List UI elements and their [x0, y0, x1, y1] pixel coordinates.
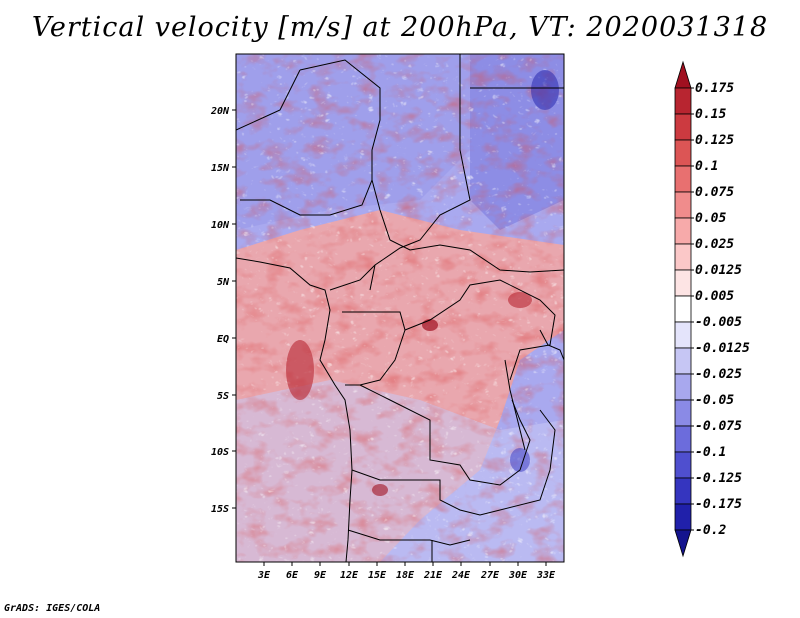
- colorbar-swatch: [674, 529, 692, 558]
- lon-label-6e: 6E: [286, 570, 299, 581]
- colorbar-swatch: [674, 321, 692, 349]
- colorbar-swatch: [674, 373, 692, 401]
- lon-label-12e: 12E: [340, 570, 359, 581]
- lat-label-20n: 20N: [210, 106, 230, 117]
- colorbar-swatch: [674, 139, 692, 167]
- colorbar: 0.175 0.15 0.125 0.1 0.075 0.05 0.025 0.0125 0.0…: [674, 60, 750, 558]
- chart-title: Vertical velocity [m/s] at 200hPa, VT: 2…: [31, 12, 769, 43]
- colorbar-label: 0.025: [695, 237, 734, 252]
- colorbar-label: -0.2: [695, 523, 726, 538]
- colorbar-label: 0.005: [695, 289, 734, 304]
- colorbar-swatch: [674, 347, 692, 375]
- colorbar-label: 0.075: [695, 185, 734, 200]
- lat-label-5n: 5N: [217, 277, 230, 288]
- colorbar-swatch: [674, 87, 692, 115]
- lon-label-30e: 30E: [508, 570, 528, 581]
- grads-credit: GrADS: IGES/COLA: [4, 603, 101, 614]
- lat-axis: 20N 15N 10N 5N EQ 5S 10S 15S: [210, 106, 236, 515]
- colorbar-swatch: [674, 60, 692, 89]
- colorbar-swatch: [674, 191, 692, 219]
- lon-axis: 3E 6E 9E 12E 15E 18E 21E 24E 27E 30E 33E: [257, 562, 556, 581]
- colorbar-swatch: [674, 269, 692, 297]
- colorbar-label: -0.025: [695, 367, 742, 382]
- colorbar-label: 0.125: [695, 133, 734, 148]
- colorbar-swatch: [674, 425, 692, 453]
- colorbar-label: -0.1: [695, 445, 726, 460]
- colorbar-label: -0.175: [695, 497, 742, 512]
- colorbar-swatch: [674, 503, 692, 531]
- vertical-velocity-field: [236, 54, 564, 562]
- colorbar-swatch: [674, 451, 692, 479]
- colorbar-swatch: [674, 113, 692, 141]
- lon-label-18e: 18E: [396, 570, 415, 581]
- colorbar-label: -0.0125: [695, 341, 750, 356]
- colorbar-swatch: [674, 399, 692, 427]
- lon-label-33e: 33E: [536, 570, 556, 581]
- colorbar-swatch: [674, 295, 692, 323]
- lon-label-9e: 9E: [314, 570, 327, 581]
- colorbar-label: 0.05: [695, 211, 726, 226]
- colorbar-label: 0.1: [695, 159, 718, 174]
- colorbar-swatch: [674, 165, 692, 193]
- colorbar-label: -0.075: [695, 419, 742, 434]
- lon-label-21e: 21E: [423, 570, 443, 581]
- colorbar-label: 0.0125: [695, 263, 742, 278]
- country-borders: [236, 54, 564, 562]
- colorbar-swatch: [674, 243, 692, 271]
- lat-label-15s: 15S: [211, 504, 229, 515]
- colorbar-label: -0.005: [695, 315, 742, 330]
- lat-label-10s: 10S: [211, 447, 229, 458]
- lat-label-10n: 10N: [211, 220, 230, 231]
- lon-label-24e: 24E: [451, 570, 471, 581]
- lon-label-15e: 15E: [368, 570, 387, 581]
- lat-label-15n: 15N: [211, 163, 230, 174]
- colorbar-swatch: [674, 477, 692, 505]
- map-frame: [235, 53, 565, 563]
- colorbar-label: 0.15: [695, 107, 726, 122]
- lon-label-27e: 27E: [480, 570, 500, 581]
- colorbar-label: 0.175: [695, 81, 734, 96]
- lat-label-5s: 5S: [217, 391, 229, 402]
- colorbar-label: -0.125: [695, 471, 742, 486]
- lat-label-eq: EQ: [217, 334, 229, 345]
- colorbar-swatch: [674, 217, 692, 245]
- colorbar-label: -0.05: [695, 393, 734, 408]
- lon-label-3e: 3E: [257, 570, 271, 581]
